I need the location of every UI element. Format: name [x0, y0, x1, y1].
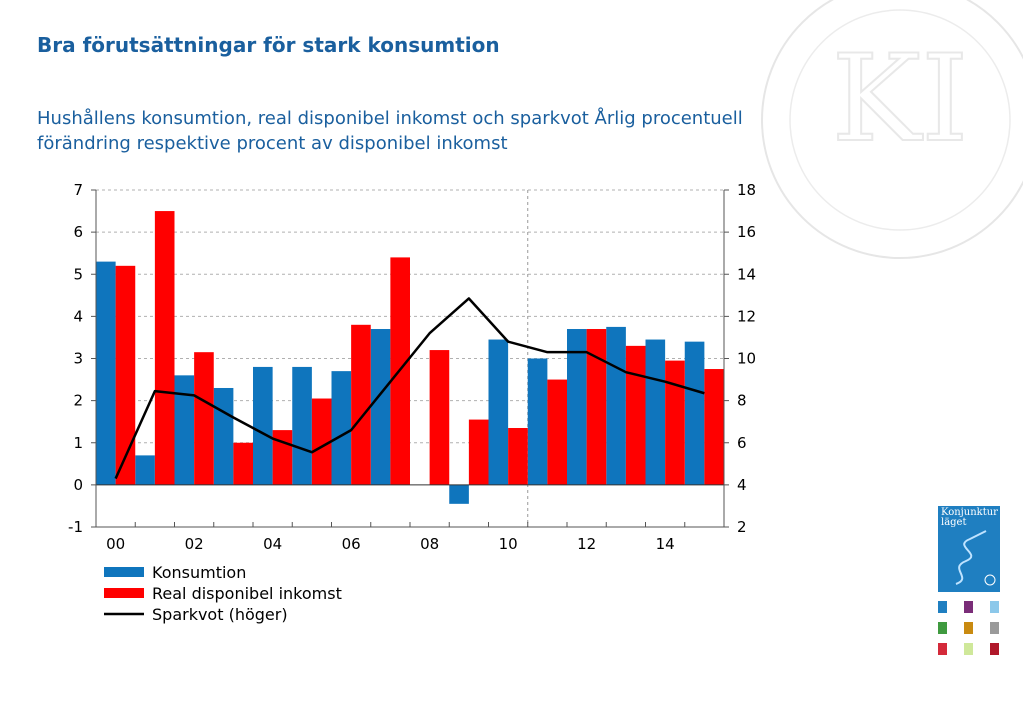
konsumtion-bar — [135, 455, 155, 485]
inkomst-bar — [586, 329, 607, 485]
konsumtion-bar — [684, 341, 705, 485]
konsumtion-bar — [527, 358, 548, 485]
konsumtion-bar — [96, 261, 116, 485]
chart-subtitle: Hushållens konsumtion, real disponibel i… — [37, 108, 743, 154]
thumbnail-icon — [964, 601, 973, 613]
x-tick-label: 00 — [106, 535, 125, 553]
y2-tick-label: 10 — [737, 350, 756, 368]
konsumtion-bar — [488, 339, 509, 485]
inkomst-bar — [233, 442, 253, 485]
thumbnail-icon — [938, 601, 947, 613]
thumbnail-icon — [990, 601, 999, 613]
konsumtion-bar — [213, 387, 234, 485]
svg-text:KI: KI — [831, 30, 968, 169]
thumbnail-icon — [964, 622, 973, 634]
y-tick-label: 1 — [73, 434, 83, 452]
ki-seal-icon: KI — [761, 0, 1023, 259]
inkomst-bar — [194, 352, 214, 485]
y-tick-label: 6 — [73, 223, 83, 241]
y2-tick-label: 4 — [737, 476, 747, 494]
thumbnail-icon — [990, 622, 999, 634]
sparkvot-line — [114, 297, 705, 480]
x-tick-label: 10 — [499, 535, 518, 553]
thumbnail-icon — [964, 643, 973, 655]
legend-swatch — [104, 567, 144, 577]
logo-text: Konjunktur läget — [941, 507, 998, 528]
x-tick-label: 06 — [342, 535, 361, 553]
inkomst-bar — [311, 398, 332, 485]
thumbnail-icon — [938, 622, 947, 634]
x-tick-label: 04 — [263, 535, 282, 553]
inkomst-bar — [115, 265, 136, 485]
page-title: Bra förutsättningar för stark konsumtion — [37, 33, 500, 57]
y2-tick-label: 16 — [737, 223, 756, 241]
legend-label: Real disponibel inkomst — [152, 584, 342, 603]
y2-tick-label: 18 — [737, 181, 756, 199]
inkomst-bar — [547, 379, 567, 485]
y-tick-label: 0 — [73, 476, 83, 494]
konsumtion-bar — [567, 329, 587, 485]
x-tick-label: 08 — [420, 535, 439, 553]
inkomst-bar — [508, 428, 528, 485]
legend-swatch — [104, 588, 144, 598]
konsumtion-bar — [449, 484, 469, 504]
konjunkturlaget-logo: Konjunktur läget — [938, 506, 1000, 592]
inkomst-bar — [468, 419, 489, 485]
konsumtion-bar — [645, 339, 666, 485]
y2-tick-label: 2 — [737, 518, 747, 536]
y-tick-label: -1 — [68, 518, 83, 536]
konsumtion-bar — [174, 375, 195, 485]
inkomst-bar — [429, 350, 450, 485]
y-tick-label: 3 — [73, 350, 83, 368]
x-tick-label: 14 — [656, 535, 675, 553]
legend-label: Sparkvot (höger) — [152, 605, 288, 624]
inkomst-bar — [351, 324, 371, 485]
thumbnail-icon — [938, 643, 947, 655]
inkomst-bar — [625, 345, 646, 485]
y2-tick-label: 14 — [737, 265, 756, 283]
konsumtion-bar — [606, 326, 626, 485]
inkomst-bar — [154, 211, 175, 485]
x-tick-label: 02 — [185, 535, 204, 553]
y-tick-label: 2 — [73, 392, 83, 410]
y2-tick-label: 8 — [737, 392, 747, 410]
konsumtion-bar — [253, 366, 273, 485]
x-tick-label: 12 — [577, 535, 596, 553]
konsumtion-bar — [370, 329, 391, 485]
inkomst-bar — [665, 360, 685, 485]
y-tick-label: 5 — [73, 265, 83, 283]
konsumtion-bar — [292, 366, 312, 485]
y2-tick-label: 6 — [737, 434, 747, 452]
konsumtion-bar — [331, 371, 352, 485]
thumbnail-icon — [990, 643, 999, 655]
y-tick-label: 4 — [73, 307, 83, 325]
y-tick-label: 7 — [73, 181, 83, 199]
inkomst-bar — [704, 369, 724, 485]
y2-tick-label: 12 — [737, 307, 756, 325]
legend-label: Konsumtion — [152, 563, 246, 582]
